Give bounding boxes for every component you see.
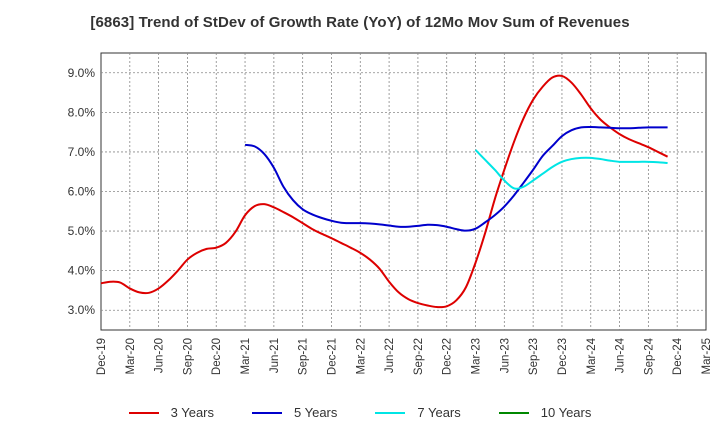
x-tick-label: Jun-24 — [615, 337, 627, 373]
y-tick-label: 4.0% — [68, 264, 96, 278]
x-tick-label: Jun-21 — [269, 338, 281, 373]
y-tick-label: 6.0% — [68, 185, 96, 199]
legend-label-10-years: 10 Years — [540, 405, 592, 420]
x-tick-label: Mar-20 — [125, 338, 137, 374]
x-tick-label: Sep-21 — [298, 338, 310, 375]
x-tick-label: Sep-23 — [528, 338, 540, 375]
x-tick-label: Sep-20 — [182, 338, 194, 375]
x-tick-label: Mar-25 — [701, 338, 713, 374]
series-line-7-years — [474, 149, 668, 190]
legend-item-7-years: 7 Years — [375, 405, 461, 420]
x-tick-label: Dec-21 — [326, 338, 338, 375]
x-tick-label: Dec-19 — [96, 338, 108, 375]
chart-title: [6863] Trend of StDev of Growth Rate (Yo… — [90, 14, 630, 31]
x-tick-label: Jun-23 — [499, 338, 511, 373]
series-line-3-years — [100, 74, 669, 309]
plot-area — [100, 52, 707, 331]
legend-label-3-years: 3 Years — [170, 405, 214, 420]
legend-swatch-3-years — [128, 411, 159, 414]
legend-swatch-5-years — [252, 411, 282, 414]
legend-label-5-years: 5 Years — [294, 405, 338, 420]
x-tick-label: Mar-21 — [240, 338, 252, 374]
y-tick-label: 5.0% — [68, 224, 96, 238]
y-tick-label: 9.0% — [68, 66, 96, 80]
legend-swatch-7-years — [375, 411, 406, 414]
x-tick-label: Dec-24 — [672, 337, 684, 375]
x-tick-label: Mar-22 — [355, 338, 367, 374]
x-tick-label: Jun-20 — [154, 338, 166, 373]
y-tick-label: 7.0% — [68, 145, 96, 159]
x-tick-label: Dec-23 — [557, 338, 569, 375]
legend: 3 Years 5 Years 7 Years 10 Years — [0, 405, 720, 420]
legend-swatch-10-years — [498, 411, 529, 414]
x-tick-label: Sep-22 — [413, 338, 425, 375]
legend-item-5-years: 5 Years — [252, 405, 337, 420]
x-tick-label: Jun-22 — [384, 338, 396, 373]
x-tick-label: Dec-20 — [211, 338, 223, 375]
legend-item-10-years: 10 Years — [498, 405, 592, 420]
series-line-5-years — [244, 125, 668, 232]
y-tick-label: 3.0% — [68, 303, 96, 317]
x-tick-label: Sep-24 — [643, 337, 655, 375]
x-tick-label: Mar-23 — [471, 338, 483, 374]
legend-item-3-years: 3 Years — [128, 405, 214, 420]
x-tick-label: Mar-24 — [586, 337, 598, 374]
y-tick-label: 8.0% — [68, 105, 96, 119]
x-tick-label: Dec-22 — [442, 338, 454, 375]
legend-label-7-years: 7 Years — [417, 405, 461, 420]
